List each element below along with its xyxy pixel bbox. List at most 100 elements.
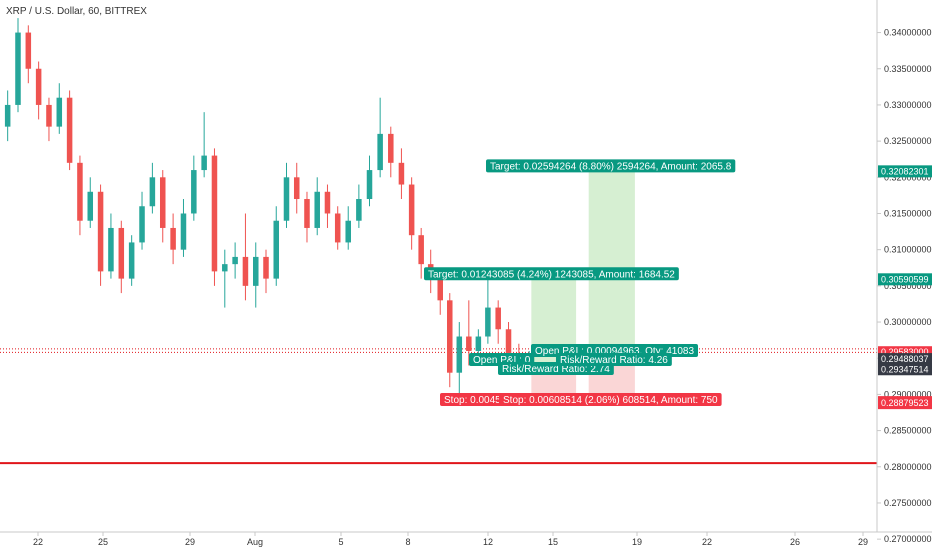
position-1-pnl-label-text: Open P&L: 0	[473, 355, 531, 366]
candle-body	[495, 307, 501, 330]
date-tick-label: 19	[632, 537, 642, 547]
candle-body	[293, 177, 300, 200]
candle-body	[447, 300, 453, 373]
position-1-stop-label: Stop: 0.0045	[440, 393, 505, 406]
candle-body	[263, 256, 269, 279]
candles	[4, 18, 532, 395]
candle-body	[87, 191, 94, 221]
date-tick-label: 15	[548, 537, 558, 547]
candle-body	[222, 264, 228, 272]
price-tick-label: 0.28500000	[884, 426, 932, 436]
candle-body	[15, 32, 21, 105]
candle-body	[128, 242, 135, 279]
position-2-stop-label: Stop: 0.00608514 (2.06%) 608514, Amount:…	[499, 393, 722, 406]
price-tag-3: 0.29488037	[878, 353, 932, 366]
candle-body	[366, 170, 373, 200]
position-2-target-label-bg	[486, 159, 736, 173]
price-tag-6: 0.28879523	[878, 397, 932, 410]
date-tick-label: 29	[185, 537, 195, 547]
candle-body	[56, 97, 63, 127]
position-2-ratio-label-bg	[556, 353, 672, 366]
candle-body	[211, 155, 218, 272]
candle-body	[304, 199, 310, 228]
price-tag-bg	[878, 353, 932, 366]
price-tag-text: 0.29488037	[881, 354, 929, 364]
candle-body	[25, 32, 32, 69]
position-1-target-label-text: Target: 0.01243085 (4.24%) 1243085, Amou…	[428, 269, 675, 280]
candle-body	[334, 213, 341, 243]
price-tick-label: 0.33500000	[884, 64, 932, 74]
candle-body	[466, 336, 472, 351]
horizontal-lines	[0, 348, 877, 465]
position-1-stop-label-text: Stop: 0.0045	[444, 395, 501, 406]
price-tick-label: 0.33000000	[884, 100, 932, 110]
date-tick-label: 22	[702, 537, 712, 547]
candle-body	[388, 133, 394, 163]
candle-body	[118, 227, 125, 279]
price-tag-text: 0.32082301	[881, 166, 929, 176]
target-zone-1	[588, 171, 635, 360]
candle-body	[418, 235, 424, 265]
candle-body	[398, 162, 405, 185]
candle-body	[456, 336, 463, 373]
candle-body	[356, 199, 362, 221]
position-2-target-label: Target: 0.02594264 (8.80%) 2594264, Amou…	[486, 159, 736, 173]
date-tick-label: 5	[338, 537, 343, 547]
chart-title: XRP / U.S. Dollar, 60, BITTREX	[6, 6, 147, 17]
candle-body	[159, 177, 166, 228]
price-tick-label: 0.30500000	[884, 281, 932, 291]
price-tick-label: 0.27000000	[884, 534, 932, 544]
price-tag-1: 0.30590599	[878, 273, 932, 286]
candle-body	[475, 336, 482, 351]
candle-body	[46, 104, 52, 127]
price-tick-label: 0.34000000	[884, 28, 932, 38]
date-tick-label: 29	[858, 537, 868, 547]
price-tag-text: 0.29347514	[881, 364, 929, 374]
candle-body	[408, 184, 415, 236]
candle-body	[180, 213, 187, 250]
candle-body	[505, 329, 512, 359]
candle-body	[485, 307, 491, 337]
position-1-target-label: Target: 0.01243085 (4.24%) 1243085, Amou…	[424, 267, 679, 281]
candle-body	[324, 191, 331, 214]
candle-body	[35, 68, 42, 105]
date-tick-label: Aug	[247, 537, 263, 547]
price-tag-0: 0.32082301	[878, 165, 932, 178]
price-tag-text: 0.30590599	[881, 274, 929, 284]
candle-body	[377, 133, 383, 171]
candle-body	[283, 177, 290, 221]
date-tick-label: 25	[98, 537, 108, 547]
price-tag-bg	[878, 273, 932, 286]
price-tag-bg	[878, 397, 932, 410]
price-tick-label: 0.31000000	[884, 245, 932, 255]
price-tick-label: 0.30000000	[884, 317, 932, 327]
price-axis[interactable]: 0.34000000 0.33500000 0.33000000 0.32500000…	[877, 28, 932, 545]
time-axis[interactable]: 22 25 29 Aug 5 8 12 15 19 22 26 29	[33, 532, 868, 547]
price-tag-4: 0.29347514	[878, 363, 932, 376]
price-tag-bg	[878, 363, 932, 376]
position-2-pnl-label-text: Open P&L: 0.00094963, Qty: 41083	[535, 346, 694, 357]
price-tags: 0.32082301 0.30590599 0.295830000.29488037…	[878, 165, 932, 410]
candle-body	[201, 155, 207, 171]
candle-body	[139, 206, 145, 243]
candle-body	[232, 256, 238, 265]
candle-body	[273, 220, 280, 279]
price-tag-bg	[878, 165, 932, 178]
price-tick-label: 0.28000000	[884, 462, 932, 472]
candle-body	[345, 220, 351, 243]
date-tick-label: 26	[790, 537, 800, 547]
candle-body	[149, 177, 156, 207]
date-tick-label: 8	[405, 537, 410, 547]
candle-body	[437, 278, 443, 301]
price-tick-label: 0.27500000	[884, 498, 932, 508]
price-tag-text: 0.29583000	[881, 347, 929, 357]
price-tick-label: 0.32500000	[884, 136, 932, 146]
price-tick-label: 0.29000000	[884, 389, 932, 399]
position-2-ratio-label-text: Risk/Reward Ratio: 4.26	[560, 355, 668, 366]
candle-body	[253, 256, 259, 286]
position-labels: Target: 0.01243085 (4.24%) 1243085, Amou…	[424, 159, 736, 406]
candle-body	[66, 97, 73, 163]
candle-body	[242, 256, 249, 286]
price-tag-text: 0.28879523	[881, 398, 929, 408]
